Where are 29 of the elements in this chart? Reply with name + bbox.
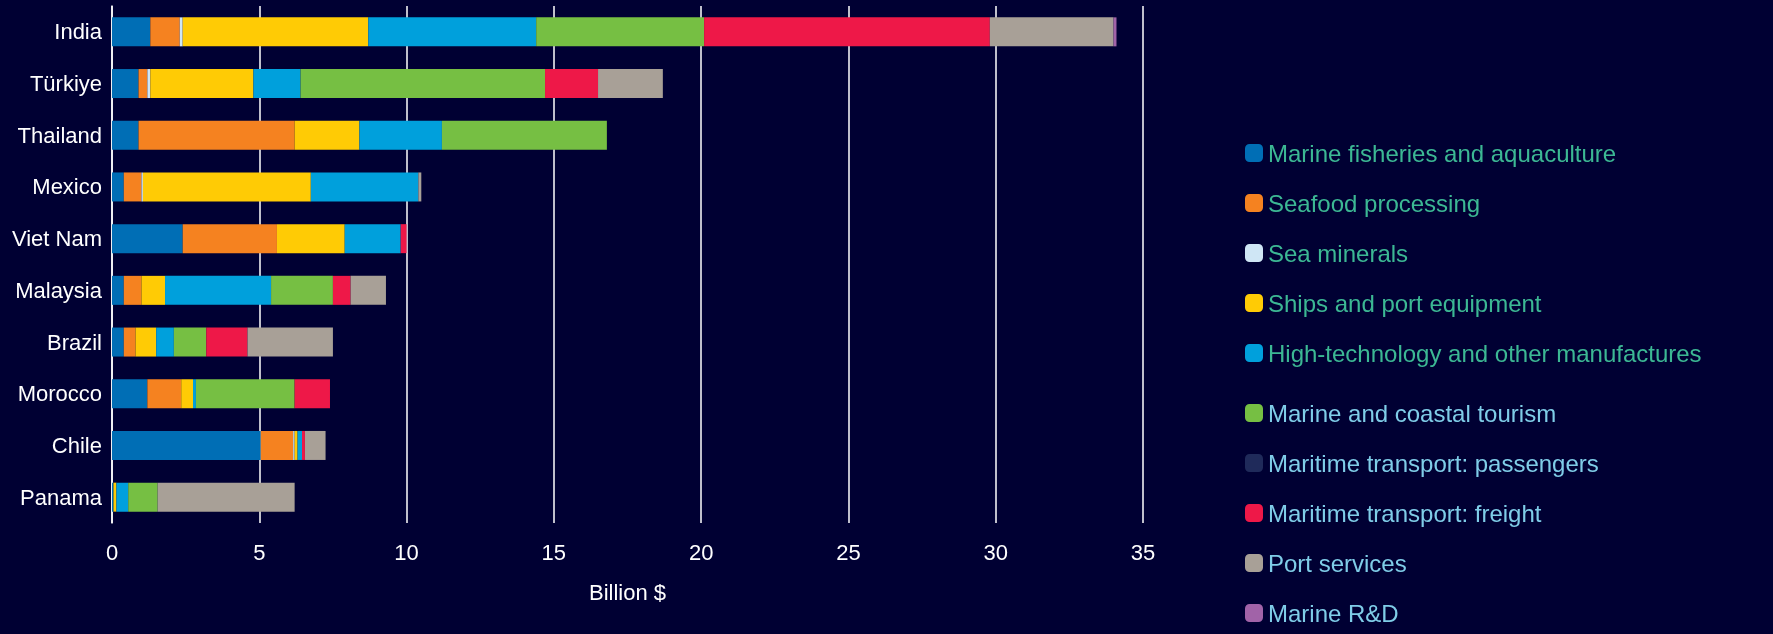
legend-label: Marine R&D [1268,599,1399,627]
x-tick-label: 10 [394,539,419,565]
y-tick-label: Viet Nam [11,226,102,252]
x-tick-label: 35 [1130,539,1156,565]
x-tick-label: 25 [836,539,861,565]
y-tick-label: Panama [20,484,103,510]
y-tick-label: Thailand [17,122,102,148]
y-tick-label: Türkiye [29,71,102,97]
x-tick-label: 0 [105,539,119,565]
legend-label: Marine and coastal tourism [1268,399,1557,427]
y-tick-label: Chile [51,432,102,458]
y-tick-label: Mexico [32,174,102,200]
legend-label: Marine fisheries and aquaculture [1268,139,1617,167]
x-axis-title: Billion $ [588,579,667,605]
legend-label: Ships and port equipment [1268,289,1542,317]
legend-label: Port services [1268,549,1407,577]
y-tick-label: Malaysia [15,277,103,303]
x-tick-label: 30 [983,539,1008,565]
y-tick-label: Morocco [17,381,102,407]
legend-label: High-technology and other manufactures [1268,339,1702,367]
x-tick-label: 5 [253,539,266,565]
x-tick-label: 15 [541,539,567,565]
y-tick-label: India [54,19,103,45]
legend-label: Maritime transport: passengers [1268,449,1599,477]
y-tick-label: Brazil [46,329,102,355]
legend-label: Seafood processing [1268,189,1481,217]
x-tick-label: 20 [688,539,714,565]
legend-label: Sea minerals [1268,239,1409,267]
legend-label: Maritime transport: freight [1268,499,1542,527]
